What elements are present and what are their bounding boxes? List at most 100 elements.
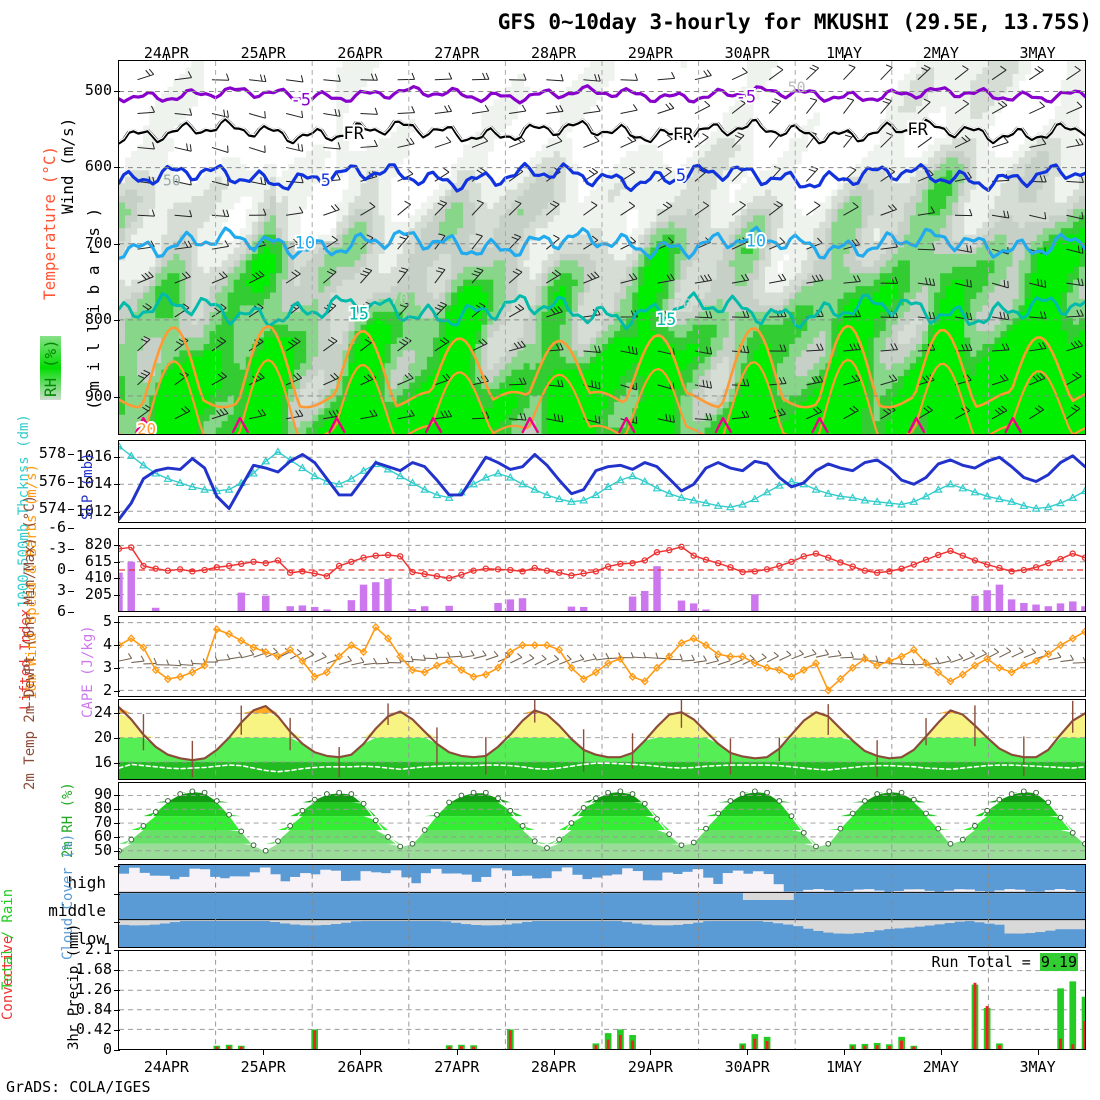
axis-tick-label: 0.42 (75, 1020, 112, 1038)
date-tick (747, 1050, 749, 1055)
axis-tick (114, 396, 120, 398)
axis-tick (68, 591, 74, 592)
cloud-row-label-low: low (77, 929, 106, 948)
rh-svg (119, 783, 1085, 859)
cloud-svg (119, 865, 1085, 947)
axis-tick (114, 595, 120, 597)
axis-tick (114, 851, 120, 853)
axis-tick-label: 1.68 (75, 960, 112, 978)
cloud-cover-panel[interactable] (118, 864, 1086, 948)
axis-title-precip: 3hr Precip (mm) (66, 923, 82, 1050)
date-label: 26APR (337, 1058, 383, 1076)
axis-tick (114, 484, 120, 486)
cape-lifted-index-panel[interactable] (118, 528, 1086, 612)
axis-tick-label: 16 (93, 752, 112, 771)
date-tick (1037, 1050, 1039, 1055)
axis-tick-label: 0.84 (75, 1000, 112, 1018)
axis-tick-label: 50 (93, 841, 112, 860)
axis-tick (114, 990, 120, 991)
axis-tick (114, 90, 120, 92)
cloud-row-tick (114, 894, 120, 895)
axis-title-pressure-units: ( m i l l i b a r s ) (84, 207, 103, 410)
axis-tick-label: 0 (56, 560, 66, 578)
axis-tick-label: 60 (93, 827, 112, 846)
axis-tick (114, 644, 120, 646)
axis-tick-label: 70 (93, 813, 112, 832)
axis-tick-label: 500 (84, 80, 112, 99)
date-label: 28APR (531, 1058, 577, 1076)
date-tick (360, 55, 361, 60)
axis-tick-label: 820 (84, 534, 112, 553)
axis-tick-label: 578 (38, 443, 66, 462)
axis-tick (114, 823, 120, 825)
temperature-panel[interactable] (118, 699, 1086, 780)
wind-svg (119, 617, 1085, 696)
axis-tick (114, 243, 120, 245)
axis-tick-label: -3 (47, 539, 66, 557)
axis-tick (114, 668, 120, 670)
date-label: 2MAY (922, 1058, 959, 1076)
date-tick (553, 55, 555, 60)
axis-tick (114, 1030, 120, 1031)
axis-title-precip-convective: Convective (0, 935, 16, 1020)
date-label: 2MAY (922, 44, 959, 62)
date-label: 29APR (627, 44, 673, 62)
cloud-row-label-middle: middle (48, 901, 106, 920)
axis-tick-label: 1012 (75, 501, 112, 520)
footer-credit: GrADS: COLA/IGES (6, 1078, 151, 1096)
precip-panel[interactable] (118, 950, 1086, 1050)
axis-tick-label: 2.1 (84, 940, 112, 958)
axis-tick (68, 612, 74, 613)
date-tick (263, 55, 265, 60)
cape-svg (119, 529, 1085, 611)
axis-title-rh-upper: RH (%) (40, 336, 61, 400)
axis-tick-label: 20 (93, 727, 112, 746)
axis-tick (114, 561, 120, 563)
axis-tick (114, 320, 120, 322)
axis-tick (114, 762, 120, 764)
date-tick (650, 1050, 652, 1055)
slp-thickness-panel[interactable] (118, 440, 1086, 523)
cloud-row-label-high: high (67, 873, 106, 892)
date-label: 25APR (240, 1058, 286, 1076)
axis-tick (114, 544, 120, 546)
page-title: GFS 0~10day 3-hourly for MKUSHI (29.5E, … (497, 10, 1092, 34)
axis-tick (114, 167, 120, 169)
axis-tick (114, 837, 120, 839)
axis-tick-label: 6 (56, 602, 66, 620)
date-label: 29APR (627, 1058, 673, 1076)
axis-tick-label: 574 (38, 499, 66, 518)
date-tick (553, 1050, 555, 1055)
axis-tick-label: 576 (38, 471, 66, 490)
date-tick (1037, 55, 1039, 60)
axis-tick (114, 712, 120, 714)
axis-tick-label: 90 (93, 784, 112, 803)
axis-tick (68, 509, 74, 511)
precip-svg (119, 951, 1085, 1049)
date-tick (940, 1050, 942, 1055)
date-label: 28APR (531, 44, 577, 62)
axis-title-cape: CAPE (J/kg) (80, 625, 96, 718)
axis-tick-label: 410 (84, 568, 112, 587)
date-tick (360, 1050, 361, 1055)
axis-tick-label: 3 (102, 658, 112, 677)
run-total-label: Run Total = (931, 953, 1031, 971)
date-tick (650, 55, 652, 60)
wind-speed-panel[interactable] (118, 616, 1086, 697)
axis-tick (114, 970, 120, 971)
date-label: 24APR (143, 1058, 189, 1076)
upper-air-cross-section[interactable]: -5 -5 -5 -5 FR FR FR FR FR FR 5 5 5 5 10 10 10 10 15 15 15 15… (118, 60, 1086, 435)
rh-panel[interactable] (118, 782, 1086, 860)
axis-tick (68, 453, 74, 455)
axis-tick (68, 481, 74, 483)
axis-tick-label: 3 (56, 581, 66, 599)
axis-tick-label: 0 (102, 1040, 112, 1058)
date-tick (747, 55, 749, 60)
axis-tick (68, 549, 74, 550)
axis-tick-label: 900 (84, 386, 112, 405)
axis-tick-label: 80 (93, 798, 112, 817)
date-tick (166, 1050, 168, 1055)
date-label: 3MAY (1019, 44, 1056, 62)
axis-tick (114, 737, 120, 739)
axis-tick-label: 24 (93, 702, 112, 721)
